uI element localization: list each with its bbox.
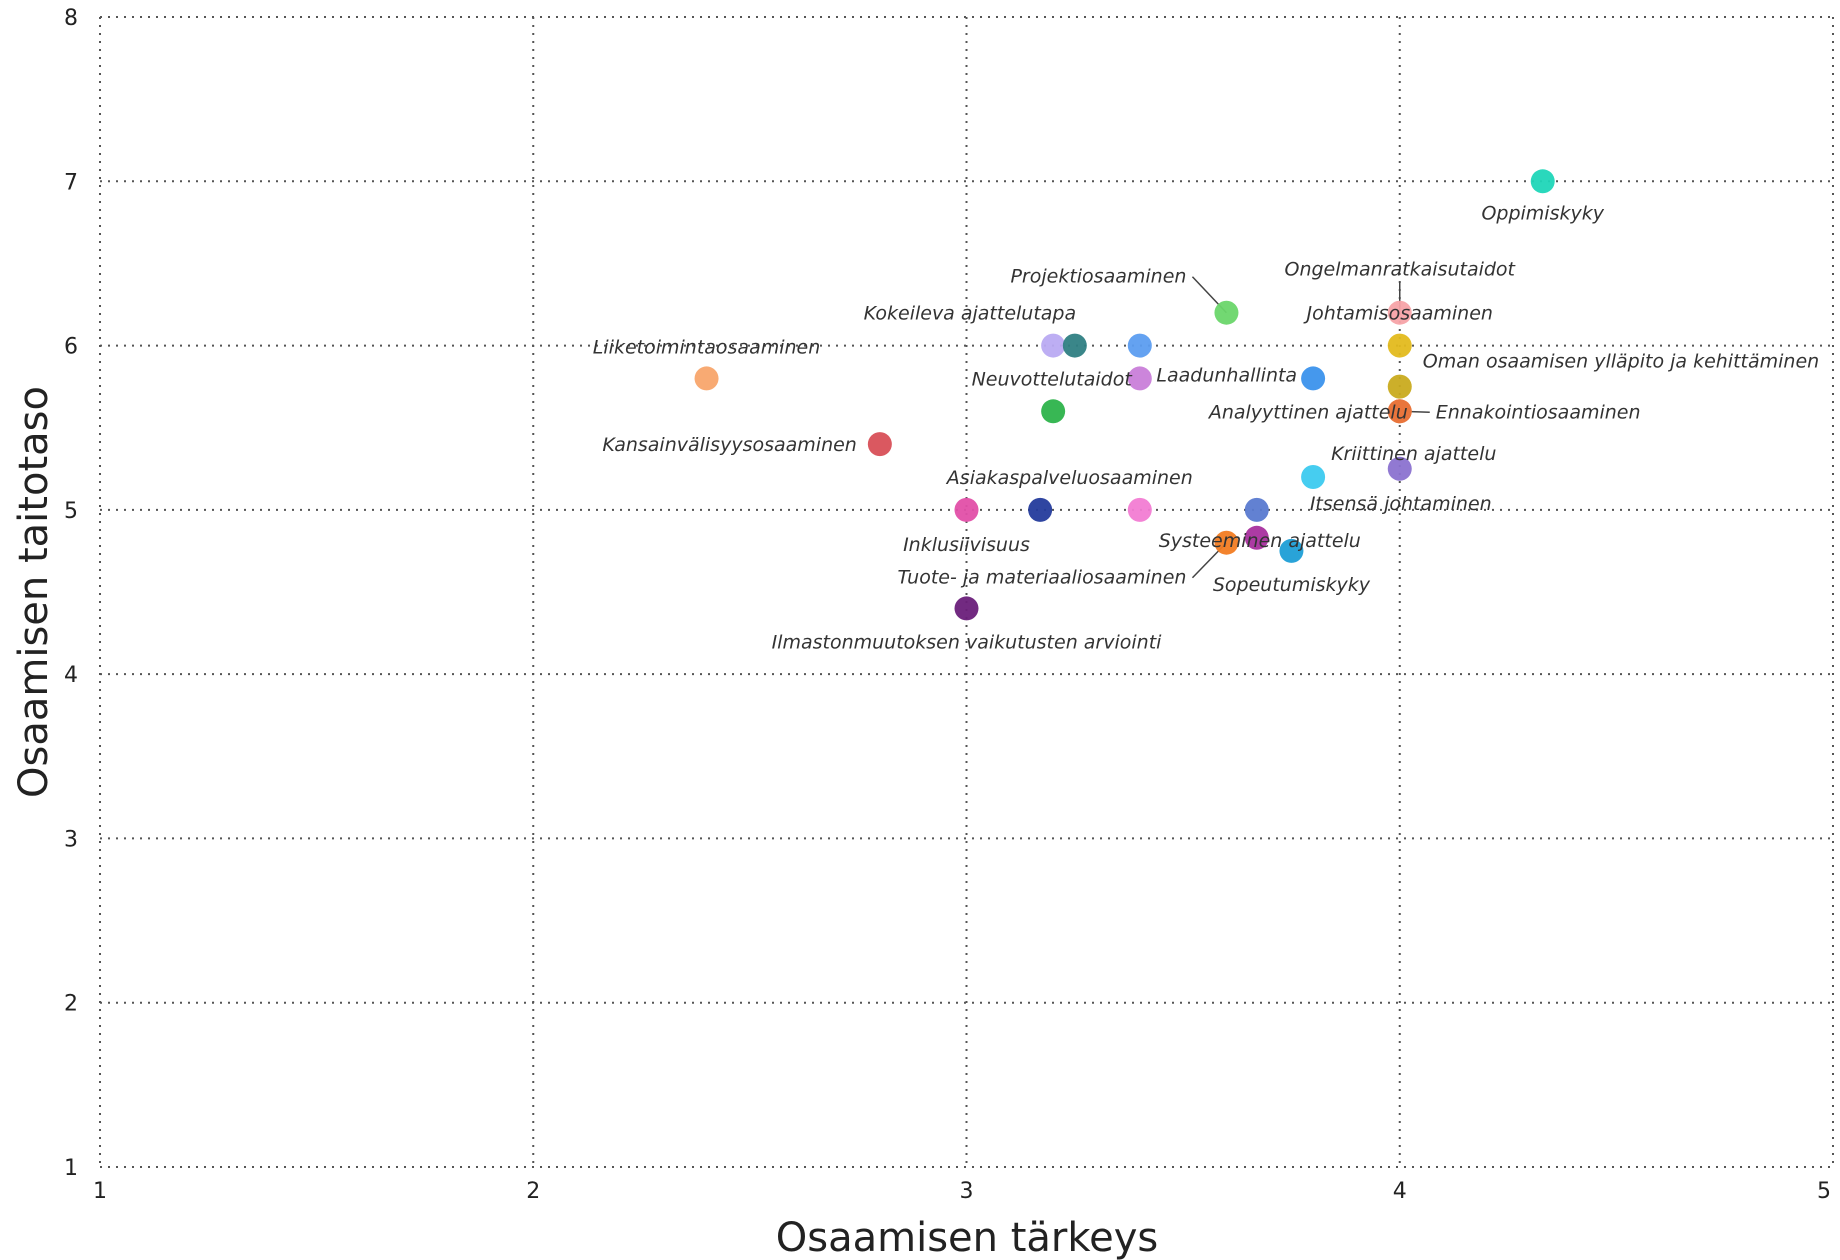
y-tick-label: 1 [64,1156,78,1181]
data-point[interactable] [1530,169,1555,194]
data-point[interactable] [1214,300,1239,325]
data-point[interactable] [1062,333,1087,358]
data-point[interactable] [1387,300,1412,325]
y-tick-label: 8 [64,6,78,31]
point-label: Kokeileva ajattelutapa [864,303,1077,325]
point-layer [694,169,1555,621]
x-tick-label: 3 [960,1179,974,1204]
y-tick-label: 7 [64,170,78,195]
point-label: Laadunhallinta [1156,364,1297,386]
data-point[interactable] [1214,530,1239,555]
point-label: Systeeminen ajattelu [1159,530,1361,552]
x-tick-label: 1 [93,1179,107,1204]
data-point[interactable] [1041,333,1066,358]
data-point[interactable] [1127,333,1152,358]
point-label: Analyyttinen ajattelu [1207,401,1408,423]
data-point[interactable] [1127,497,1152,522]
y-tick-label: 5 [64,499,78,524]
x-tick-label: 2 [526,1179,540,1204]
tick-layer: 1 2 3 4 5 1 2 3 4 5 6 7 8 [64,6,1831,1204]
data-point[interactable] [1279,538,1304,563]
data-point[interactable] [1387,333,1412,358]
point-label: Oman osaamisen ylläpito ja kehittäminen [1423,351,1819,373]
data-point[interactable] [1244,497,1269,522]
x-tick-label: 5 [1817,1179,1831,1204]
point-label: Itsensä johtaminen [1310,493,1492,515]
point-label: Asiakaspalveluosaaminen [945,467,1193,489]
point-label: Ennakointiosaaminen [1436,401,1641,423]
grid-layer [99,16,1834,1168]
label-layer: Oppimiskyky Ongelmanratkaisutaidot Johtami… [593,202,1819,653]
point-label: Tuote- ja materiaaliosaaminen [897,567,1186,589]
data-point[interactable] [1387,456,1412,481]
point-label: Kansainvälisyysosaaminen [602,434,856,456]
point-label: Oppimiskyky [1481,202,1604,224]
y-tick-label: 4 [64,663,78,688]
data-point[interactable] [1301,366,1326,391]
y-tick-label: 3 [64,827,78,852]
y-axis-title: Osaamisen taitotaso [11,386,57,798]
data-point[interactable] [1387,399,1412,424]
data-point[interactable] [1127,366,1152,391]
data-point[interactable] [1041,399,1066,424]
point-label: Neuvottelutaidot [972,368,1134,390]
x-tick-label: 4 [1393,1179,1407,1204]
y-tick-label: 6 [64,335,78,360]
point-label: Kriittinen ajattelu [1331,443,1496,465]
data-point[interactable] [1387,374,1412,399]
point-label: Ilmastonmuutoksen vaikutusten arviointi [772,631,1163,653]
data-point[interactable] [1028,497,1053,522]
data-point[interactable] [867,432,892,457]
data-point[interactable] [954,596,979,621]
point-label: Inklusiivisuus [903,534,1030,556]
y-tick-label: 2 [64,992,78,1017]
data-point[interactable] [1244,525,1269,550]
data-point[interactable] [954,497,979,522]
x-axis-title: Osaamisen tärkeys [776,1215,1158,1260]
point-label: Ongelmanratkaisutaidot [1285,259,1517,281]
data-point[interactable] [694,366,719,391]
point-label: Projektiosaaminen [1010,266,1186,288]
point-label: Johtamisosaaminen [1303,303,1493,325]
point-label: Liiketoimintaosaaminen [593,336,820,358]
data-point[interactable] [1301,465,1326,489]
point-label: Sopeutumiskyky [1213,574,1371,596]
